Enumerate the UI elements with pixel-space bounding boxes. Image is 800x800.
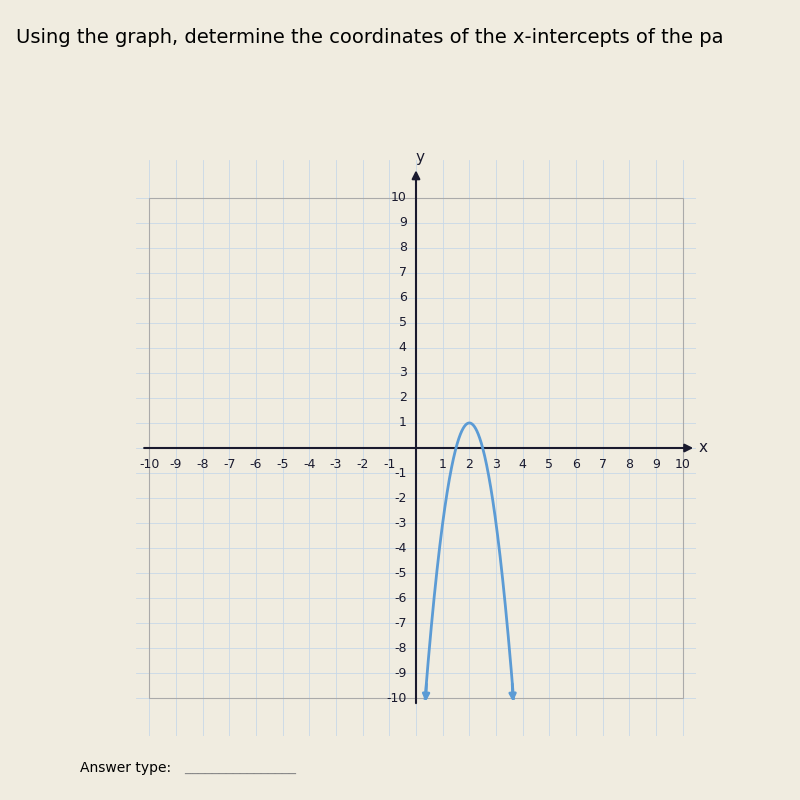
Text: Using the graph, determine the coordinates of the x-intercepts of the pa: Using the graph, determine the coordinat… [16,28,723,47]
Text: ________________: ________________ [184,761,296,775]
Text: -7: -7 [223,458,235,471]
Text: 5: 5 [398,316,406,330]
Text: 10: 10 [390,191,406,204]
Text: -8: -8 [394,642,406,655]
Text: 4: 4 [518,458,526,471]
Text: -5: -5 [394,566,406,580]
Text: 2: 2 [398,391,406,405]
Text: -10: -10 [139,458,159,471]
Text: 8: 8 [398,241,406,254]
Text: -4: -4 [303,458,315,471]
Text: -9: -9 [170,458,182,471]
Text: y: y [415,150,425,165]
Text: -6: -6 [394,592,406,605]
Text: -7: -7 [394,617,406,630]
Text: 1: 1 [438,458,446,471]
Text: -8: -8 [197,458,209,471]
Text: 5: 5 [546,458,554,471]
Text: -10: -10 [386,692,406,705]
Text: 10: 10 [674,458,690,471]
Text: -4: -4 [394,542,406,554]
Text: x: x [698,441,708,455]
Text: -1: -1 [394,466,406,479]
Text: -3: -3 [330,458,342,471]
Text: 3: 3 [398,366,406,379]
Text: -3: -3 [394,517,406,530]
Text: 7: 7 [398,266,406,279]
Text: 9: 9 [398,216,406,229]
Text: 2: 2 [466,458,474,471]
Text: 1: 1 [398,417,406,430]
Text: -5: -5 [277,458,289,471]
Text: 6: 6 [398,291,406,304]
Text: 9: 9 [652,458,660,471]
Text: -9: -9 [394,667,406,680]
Bar [150,198,682,698]
Text: 4: 4 [398,342,406,354]
Text: Answer type:: Answer type: [80,761,171,775]
Text: 8: 8 [626,458,634,471]
Text: 7: 7 [598,458,606,471]
Text: -6: -6 [250,458,262,471]
Text: -1: -1 [383,458,395,471]
Text: 3: 3 [492,458,500,471]
Text: 6: 6 [572,458,580,471]
Text: -2: -2 [357,458,369,471]
Text: -2: -2 [394,491,406,505]
